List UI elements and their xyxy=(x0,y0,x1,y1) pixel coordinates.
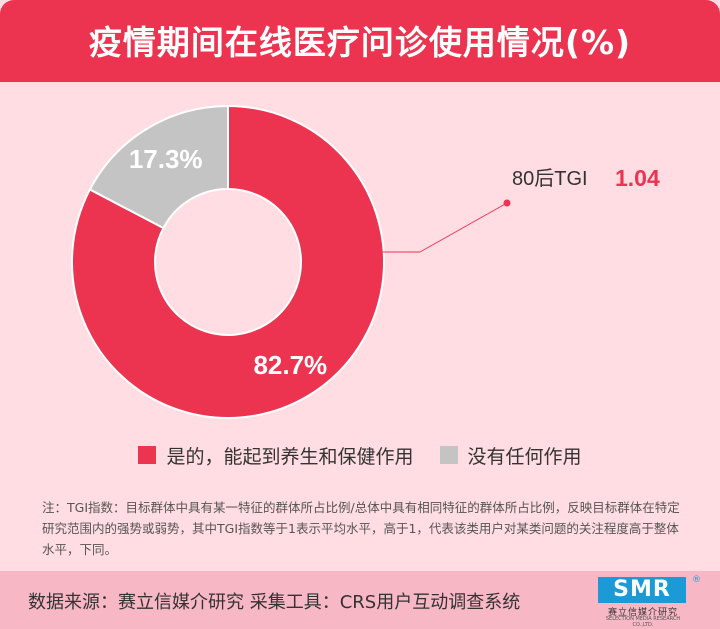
legend-label-no: 没有任何作用 xyxy=(467,445,582,468)
logo-chinese-name: 赛立信媒介研究 xyxy=(607,608,678,618)
data-source: 数据来源：赛立信媒介研究 采集工具：CRS用户互动调查系统 xyxy=(28,592,521,613)
slice-no xyxy=(88,104,229,230)
chart-legend: 是的，能起到养生和保健作用 没有任何作用 xyxy=(0,440,720,470)
smr-logo: SMR ® 赛立信媒介研究 SELECTION MEDIA RESEARCH C… xyxy=(594,575,704,628)
legend-item-no: 没有任何作用 xyxy=(439,442,582,469)
slice-label-yes: 82.7% xyxy=(253,350,327,380)
legend-swatch-yes xyxy=(138,446,157,464)
slice-yes xyxy=(71,104,385,419)
footer: 数据来源：赛立信媒介研究 采集工具：CRS用户互动调查系统 SMR ® 赛立信媒… xyxy=(0,571,720,629)
page-title: 疫情期间在线医疗问诊使用情况(%) xyxy=(88,23,632,62)
annotation-leader-diagonal xyxy=(419,202,508,253)
slice-label-no: 17.3% xyxy=(129,144,203,174)
annotation-label: 80后TGI xyxy=(512,167,588,190)
tgi-note: 注：TGI指数：目标群体中具有某一特征的群体所占比例/总体中具有相同特征的群体所… xyxy=(42,500,680,557)
smr-logo-mark: SMR xyxy=(598,577,686,603)
annotation-value: 1.04 xyxy=(615,165,660,191)
legend-label-yes: 是的，能起到养生和保健作用 xyxy=(166,445,414,468)
legend-item-yes: 是的，能起到养生和保健作用 xyxy=(138,442,414,469)
annotation-dot xyxy=(503,199,511,207)
registered-mark: ® xyxy=(692,575,701,585)
donut-chart: 82.7% 17.3% 80后TGI 1.04 xyxy=(71,104,660,419)
legend-swatch-no xyxy=(439,446,458,464)
title-banner: 疫情期间在线医疗问诊使用情况(%) xyxy=(0,0,720,82)
logo-english-name: SELECTION MEDIA RESEARCH CO.,LTD. xyxy=(605,616,681,628)
